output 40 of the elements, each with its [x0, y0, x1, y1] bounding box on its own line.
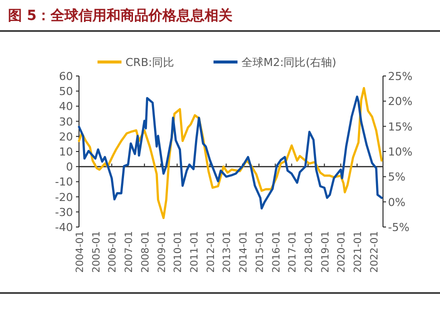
xtick: 2017-01	[288, 231, 299, 273]
ytick: 50	[59, 85, 73, 98]
xtick: 2022-01	[369, 231, 380, 273]
title: 图 5：全球信用和商品价格息息相关	[8, 8, 233, 24]
xtick: 2008-01	[140, 231, 152, 273]
xtick: 2021-01	[353, 231, 364, 273]
y2tick: 0%	[388, 196, 406, 209]
xtick: 2007-01	[124, 231, 136, 273]
xtick: 2016-01	[271, 231, 282, 273]
ytick: -20	[55, 190, 73, 204]
xtick: 2006-01	[108, 231, 119, 273]
ytick: 30	[59, 115, 73, 128]
xtick: 2013-01	[222, 231, 234, 273]
y2tick: -5%	[388, 221, 410, 234]
y2tick: 10%	[388, 146, 412, 158]
y2tick: 20%	[388, 95, 412, 108]
xtick: 2010-01	[173, 231, 184, 273]
xtick: 2018-01	[304, 231, 316, 273]
ytick: 0	[66, 160, 73, 174]
y2tick: 5%	[388, 170, 406, 184]
ytick: 40	[59, 100, 73, 114]
xtick: 2009-01	[156, 231, 168, 273]
ytick: 10	[59, 146, 73, 158]
xtick: 2005-01	[91, 231, 102, 273]
ytick: 20	[59, 130, 73, 144]
ytick: -40	[55, 221, 73, 234]
xtick: 2020-01	[336, 231, 348, 273]
ytick: -30	[55, 206, 73, 219]
xtick: 2019-01	[320, 231, 332, 273]
ytick: -10	[55, 176, 73, 189]
xtick: 2012-01	[206, 231, 217, 273]
xtick: 2015-01	[254, 231, 266, 273]
xtick: 2004-01	[75, 231, 86, 273]
legend-label: 全球M2:同比(右轴)	[242, 56, 336, 69]
xtick: 2011-01	[190, 231, 200, 273]
ytick: 60	[59, 70, 73, 83]
legend-label: CRB:同比	[126, 56, 174, 69]
xtick: 2014-01	[238, 231, 250, 273]
y2tick: 15%	[388, 120, 412, 134]
y2tick: 25%	[388, 70, 412, 83]
